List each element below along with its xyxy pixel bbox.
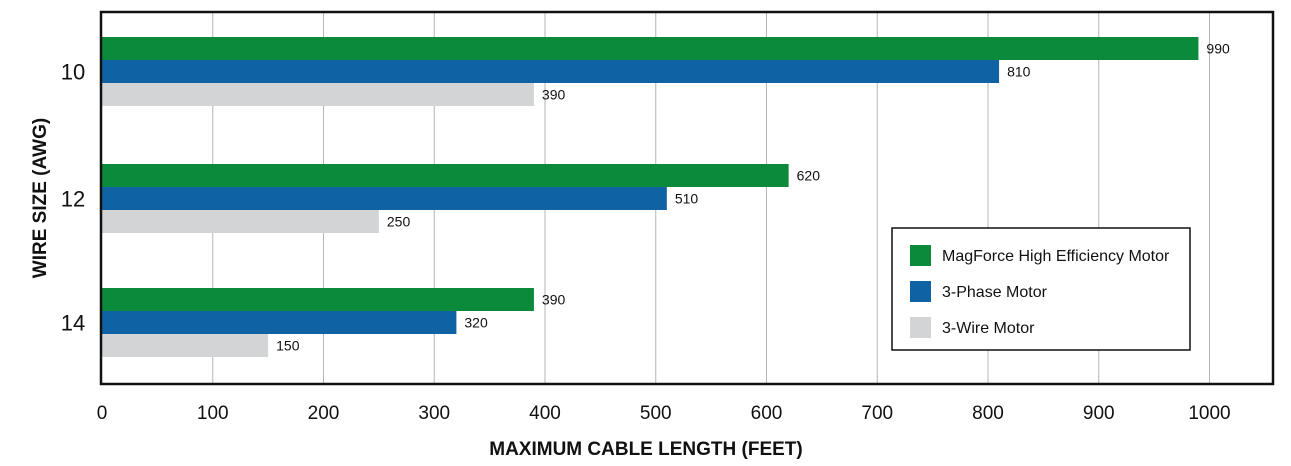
y-category-label: 12 — [61, 187, 85, 212]
bar — [102, 164, 789, 187]
bar — [102, 37, 1199, 60]
data-label: 510 — [675, 191, 699, 207]
x-tick-label: 0 — [97, 403, 108, 424]
x-tick-label: 700 — [861, 403, 893, 424]
legend: MagForce High Efficiency Motor 3-Phase Mo… — [891, 227, 1191, 351]
bar — [102, 83, 534, 106]
y-category-labels: 10 12 14 — [61, 60, 85, 336]
data-label: 810 — [1007, 64, 1031, 80]
x-axis-title: MAXIMUM CABLE LENGTH (FEET) — [489, 439, 802, 460]
legend-swatch — [910, 281, 931, 302]
bars-group — [102, 37, 1199, 357]
data-label: 390 — [542, 87, 566, 103]
data-label: 990 — [1206, 41, 1230, 57]
bar — [102, 311, 457, 334]
x-tick-label: 1000 — [1188, 403, 1230, 424]
legend-items: MagForce High Efficiency Motor 3-Phase Mo… — [910, 245, 1170, 338]
data-label: 390 — [542, 292, 566, 308]
bar — [102, 288, 534, 311]
x-tick-label: 100 — [197, 403, 229, 424]
data-label: 620 — [797, 168, 821, 184]
legend-swatch — [910, 317, 931, 338]
bar — [102, 187, 667, 210]
x-tick-label: 500 — [640, 403, 672, 424]
x-tick-label: 200 — [308, 403, 340, 424]
legend-label: 3-Wire Motor — [942, 320, 1035, 337]
y-axis-title: WIRE SIZE (AWG) — [30, 118, 51, 278]
legend-swatch — [910, 245, 931, 266]
data-labels-group: 990 810 390 620 510 250 390 320 150 — [276, 41, 1230, 354]
bar — [102, 60, 1000, 83]
y-category-label: 14 — [61, 311, 85, 336]
plot-frame — [99, 10, 1275, 386]
y-category-label: 10 — [61, 60, 85, 85]
bar — [102, 210, 379, 233]
bar — [102, 334, 269, 357]
x-tick-label: 800 — [972, 403, 1004, 424]
x-tick-labels: 0 100 200 300 400 500 600 700 800 900 1000 — [97, 403, 1231, 424]
legend-label: 3-Phase Motor — [942, 284, 1048, 301]
x-tick-label: 600 — [751, 403, 783, 424]
data-label: 250 — [387, 214, 411, 230]
legend-label: MagForce High Efficiency Motor — [942, 248, 1170, 265]
legend-box — [891, 227, 1191, 351]
x-tick-label: 900 — [1083, 403, 1115, 424]
data-label: 150 — [276, 338, 300, 354]
x-tick-label: 300 — [418, 403, 450, 424]
data-label: 320 — [464, 315, 488, 331]
x-tick-label: 400 — [529, 403, 561, 424]
